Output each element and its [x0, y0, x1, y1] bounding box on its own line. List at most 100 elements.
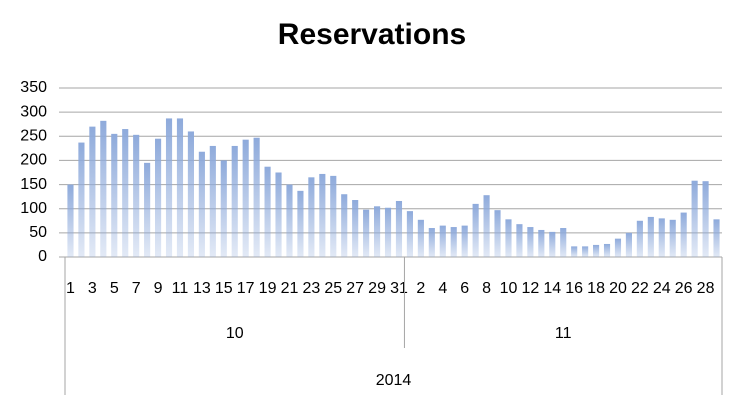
x-tick-label: 1	[66, 280, 75, 297]
bar	[461, 225, 468, 257]
x-tick-label: 24	[653, 280, 671, 297]
y-tick-label: 0	[38, 248, 47, 265]
bar	[560, 228, 567, 257]
bar	[165, 118, 173, 257]
bar	[220, 160, 227, 257]
bar	[593, 244, 600, 257]
bar	[198, 151, 205, 257]
x-tick-label: 16	[565, 280, 583, 297]
bar	[187, 131, 194, 257]
bar	[680, 212, 687, 257]
bar	[231, 145, 238, 257]
bar	[111, 133, 118, 257]
group-label: 11	[555, 325, 572, 342]
bar	[275, 172, 282, 257]
bar	[647, 216, 654, 257]
group-label: 10	[226, 325, 244, 342]
x-tick-label: 31	[390, 280, 408, 297]
bar	[330, 175, 337, 257]
bar	[395, 200, 403, 257]
chart-title: Reservations	[278, 18, 466, 51]
bar	[374, 206, 381, 257]
bar	[603, 243, 611, 257]
bar	[658, 218, 665, 257]
y-tick-label: 350	[20, 79, 47, 96]
bar	[264, 166, 271, 257]
bar	[67, 184, 74, 257]
x-tick-label: 10	[500, 280, 518, 297]
bar	[363, 209, 370, 257]
x-tick-label: 4	[438, 280, 447, 297]
y-tick-label: 50	[29, 224, 47, 241]
bar	[100, 120, 107, 257]
bar	[341, 194, 348, 257]
x-tick-label: 28	[697, 280, 715, 297]
bar	[133, 134, 140, 257]
x-tick-label: 12	[521, 280, 539, 297]
x-tick-label: 17	[237, 280, 255, 297]
y-tick-label: 200	[20, 152, 47, 169]
bar	[582, 246, 589, 257]
x-tick-label: 13	[193, 280, 211, 297]
y-tick-label: 150	[20, 176, 47, 193]
bar	[89, 126, 96, 257]
bar	[286, 184, 293, 257]
bar	[669, 219, 676, 257]
bar	[406, 211, 413, 257]
x-tick-label: 21	[281, 280, 299, 297]
x-tick-label: 6	[460, 280, 469, 297]
x-tick-label: 18	[587, 280, 605, 297]
y-tick-label: 300	[20, 103, 47, 120]
x-tick-label: 5	[110, 280, 119, 297]
y-tick-label: 250	[20, 128, 47, 145]
x-tick-label: 29	[368, 280, 386, 297]
bar	[242, 139, 249, 257]
bar	[417, 219, 424, 257]
x-tick-label: 9	[154, 280, 163, 297]
bar	[516, 224, 523, 257]
x-tick-label: 2	[416, 280, 425, 297]
bar	[428, 228, 435, 257]
bar	[78, 142, 85, 257]
bar	[297, 190, 304, 257]
bar	[571, 246, 578, 257]
bar	[450, 227, 457, 257]
bar	[439, 225, 446, 257]
bar	[472, 203, 479, 257]
y-tick-label: 100	[20, 200, 47, 217]
super-category-label: 2014	[376, 372, 412, 389]
x-tick-label: 26	[675, 280, 693, 297]
bar	[176, 118, 184, 257]
x-tick-label: 27	[346, 280, 364, 297]
x-tick-label: 11	[172, 280, 189, 297]
bar	[209, 145, 216, 257]
x-tick-label: 3	[88, 280, 97, 297]
x-tick-label: 20	[609, 280, 627, 297]
bar	[122, 129, 129, 257]
bar	[625, 232, 632, 257]
bar	[144, 162, 151, 257]
bar	[505, 219, 512, 257]
bar	[253, 137, 260, 257]
x-tick-label: 23	[302, 280, 320, 297]
bar	[713, 219, 720, 257]
bar	[483, 195, 490, 257]
x-tick-label: 22	[631, 280, 649, 297]
bar	[155, 138, 162, 257]
bar	[384, 207, 392, 257]
bar	[308, 177, 315, 257]
bar	[614, 238, 622, 257]
bar	[494, 210, 501, 257]
bar	[527, 227, 534, 257]
x-tick-label: 7	[132, 280, 141, 297]
x-tick-label: 8	[482, 280, 491, 297]
x-tick-label: 14	[543, 280, 561, 297]
bar	[538, 229, 545, 257]
bar	[636, 220, 643, 257]
bar	[549, 231, 556, 257]
x-tick-label: 19	[259, 280, 277, 297]
bar	[702, 181, 709, 257]
bar	[352, 200, 359, 257]
